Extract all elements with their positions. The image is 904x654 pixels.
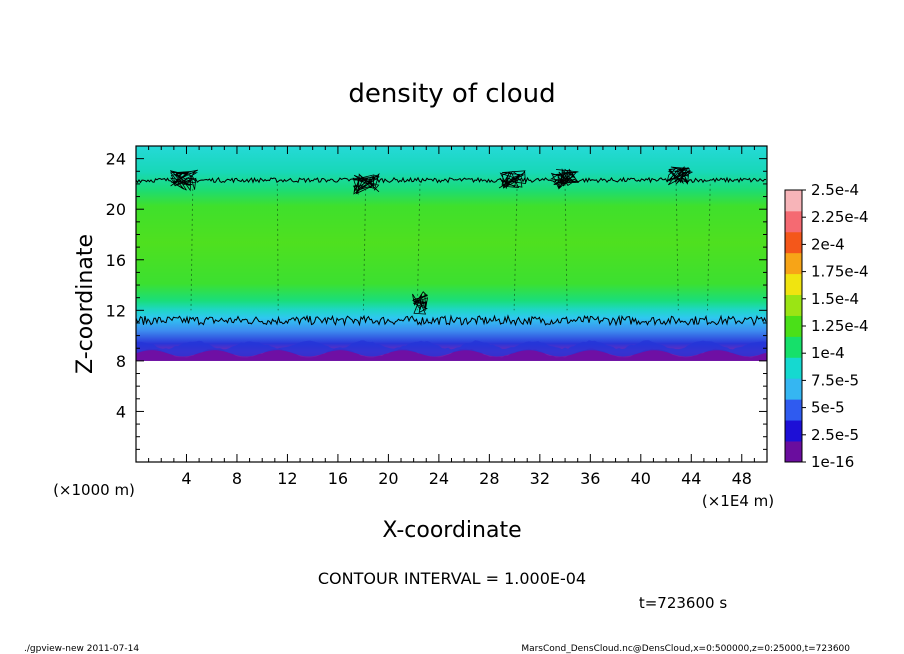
contour-blob	[550, 168, 579, 190]
colorbar-cell	[785, 315, 802, 337]
colorbar-cell	[785, 231, 802, 254]
contour-blob	[498, 170, 526, 189]
colorbar-cell	[785, 336, 802, 358]
x-tick-label: 4	[181, 469, 191, 488]
cloud-streaks	[190, 183, 711, 311]
contour-line	[135, 176, 767, 184]
footer-right: MarsCond_DensCloud.nc@DensCloud,x=0:5000…	[521, 644, 850, 654]
streak	[675, 183, 679, 311]
x-tick-label: 16	[328, 469, 348, 488]
y-axis-ticks: 4 8 12 16 20 24	[106, 145, 767, 463]
x-axis-label: X-coordinate	[382, 518, 521, 543]
colorbar-cell	[785, 378, 802, 400]
contour-blob	[411, 291, 429, 315]
x-axis-ticks: 4 8 12 16 20 24 28 32 36 40 44 48	[135, 146, 768, 488]
streak	[513, 183, 518, 311]
y-axis-label: Z-coordinate	[73, 234, 98, 374]
streak	[190, 183, 194, 311]
x-tick-label: 8	[232, 469, 242, 488]
colorbar-label: 2.5e-5	[811, 426, 859, 444]
y-tick-label: 12	[106, 301, 126, 320]
x-tick-label: 48	[732, 469, 752, 488]
x-tick-label: 24	[429, 469, 449, 488]
contour-blob	[666, 166, 694, 186]
field-base	[136, 348, 767, 361]
streak	[416, 183, 421, 311]
colorbar: 1e-16 2.5e-5 5e-5 7.5e-5 1e-4 1.25e-4 1.5e-4 1.…	[784, 181, 869, 471]
colorbar-label: 1e-16	[811, 453, 854, 471]
time-label: t=723600 s	[639, 594, 727, 612]
y-tick-label: 4	[116, 402, 126, 421]
colorbar-label: 5e-5	[811, 399, 845, 417]
colorbar-label: 1.75e-4	[811, 263, 869, 281]
colorbar-cell	[785, 357, 802, 379]
colorbar-cell	[785, 252, 802, 275]
contour-blob	[352, 172, 380, 196]
colorbar-label: 1.5e-4	[811, 290, 859, 308]
x-tick-label: 44	[681, 469, 701, 488]
x-tick-label: 40	[631, 469, 651, 488]
colorbar-cell	[785, 399, 802, 421]
colorbar-label: 1.25e-4	[811, 317, 869, 335]
y-tick-label: 20	[106, 200, 126, 219]
x-unit-label: (×1E4 m)	[702, 492, 774, 510]
colorbar-cell	[785, 210, 802, 233]
field-blue-layer	[136, 340, 767, 357]
contour-lines	[135, 166, 767, 327]
streak	[276, 183, 279, 311]
colorbar-cell	[785, 420, 802, 442]
colorbar-label: 2e-4	[811, 235, 845, 253]
y-tick-label: 24	[106, 150, 126, 169]
chart-title: density of cloud	[348, 79, 555, 109]
streak	[362, 183, 367, 311]
streak	[564, 183, 568, 311]
colorbar-label: 1e-4	[811, 344, 845, 362]
colorbar-cell	[785, 190, 802, 212]
colorbar-label: 7.5e-5	[811, 371, 859, 389]
y-tick-label: 8	[116, 352, 126, 371]
streak	[706, 183, 711, 311]
x-tick-label: 20	[378, 469, 398, 488]
contour-blob	[169, 169, 199, 192]
colorbar-cell	[785, 273, 802, 296]
footer-left: ./gpview-new 2011-07-14	[24, 644, 139, 654]
contour-line	[135, 314, 767, 327]
colorbar-cell	[785, 294, 802, 316]
colorbar-cell	[785, 441, 802, 463]
x-tick-label: 32	[530, 469, 550, 488]
x-tick-label: 28	[479, 469, 499, 488]
contour-interval-label: CONTOUR INTERVAL = 1.000E-04	[318, 569, 586, 588]
colorbar-label: 2.25e-4	[811, 208, 869, 226]
z-unit-label: (×1000 m)	[53, 481, 135, 499]
x-tick-label: 36	[580, 469, 600, 488]
x-tick-label: 12	[277, 469, 297, 488]
y-tick-label: 16	[106, 251, 126, 270]
colorbar-label: 2.5e-4	[811, 181, 859, 199]
